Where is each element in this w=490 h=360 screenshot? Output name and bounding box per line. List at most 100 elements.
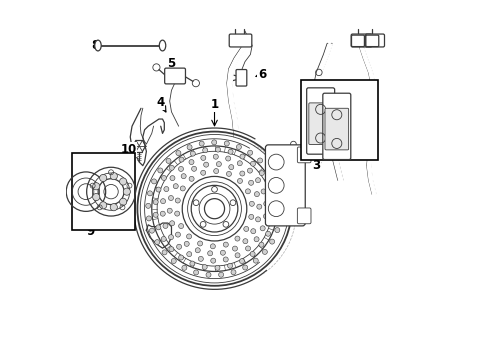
FancyBboxPatch shape <box>309 103 333 144</box>
Circle shape <box>278 203 283 208</box>
Circle shape <box>260 226 265 231</box>
Circle shape <box>255 178 261 183</box>
Circle shape <box>170 176 175 181</box>
Circle shape <box>189 176 194 181</box>
Circle shape <box>270 194 275 199</box>
Circle shape <box>215 265 220 270</box>
Circle shape <box>201 170 206 175</box>
Circle shape <box>202 265 207 270</box>
Circle shape <box>237 161 243 166</box>
Circle shape <box>231 270 236 275</box>
Circle shape <box>163 224 168 229</box>
Circle shape <box>178 255 184 260</box>
Circle shape <box>256 217 261 222</box>
Circle shape <box>173 184 178 189</box>
Bar <box>72 153 135 230</box>
Circle shape <box>275 228 280 233</box>
Text: 5: 5 <box>168 57 175 70</box>
Circle shape <box>201 156 206 161</box>
Circle shape <box>178 224 184 229</box>
Circle shape <box>219 272 223 277</box>
Circle shape <box>175 232 180 237</box>
Circle shape <box>257 204 262 209</box>
Circle shape <box>204 162 209 167</box>
Circle shape <box>120 178 127 185</box>
FancyBboxPatch shape <box>351 35 365 46</box>
Circle shape <box>192 166 196 171</box>
Circle shape <box>247 150 253 155</box>
Ellipse shape <box>159 40 166 51</box>
Ellipse shape <box>95 40 101 51</box>
Circle shape <box>244 226 249 231</box>
Circle shape <box>176 244 182 249</box>
Circle shape <box>226 156 231 161</box>
FancyBboxPatch shape <box>297 208 311 224</box>
Circle shape <box>238 179 243 184</box>
Circle shape <box>269 201 284 217</box>
Circle shape <box>210 244 216 249</box>
Circle shape <box>147 216 151 221</box>
Circle shape <box>99 202 107 209</box>
Circle shape <box>269 177 284 193</box>
Text: 7: 7 <box>345 93 353 106</box>
Text: 4: 4 <box>157 96 165 109</box>
Circle shape <box>174 211 180 216</box>
Circle shape <box>212 140 217 145</box>
Circle shape <box>190 151 196 156</box>
Circle shape <box>187 145 192 150</box>
Circle shape <box>245 246 250 251</box>
Circle shape <box>269 154 284 170</box>
Circle shape <box>229 165 234 170</box>
Circle shape <box>223 257 228 262</box>
Circle shape <box>153 212 158 217</box>
Text: 9: 9 <box>86 225 94 238</box>
Circle shape <box>276 190 281 195</box>
Circle shape <box>228 149 233 154</box>
Text: 2: 2 <box>268 147 276 159</box>
Circle shape <box>271 206 276 211</box>
Text: 6: 6 <box>258 68 267 81</box>
Circle shape <box>251 229 256 234</box>
Circle shape <box>220 250 225 255</box>
Circle shape <box>208 251 213 256</box>
Circle shape <box>266 231 270 236</box>
Circle shape <box>264 214 269 219</box>
Circle shape <box>120 198 127 206</box>
Polygon shape <box>147 223 172 248</box>
Circle shape <box>169 195 173 201</box>
FancyBboxPatch shape <box>351 34 372 47</box>
Circle shape <box>266 181 271 186</box>
Circle shape <box>243 265 247 270</box>
Circle shape <box>169 235 173 240</box>
Circle shape <box>166 158 171 163</box>
Circle shape <box>253 258 258 263</box>
FancyBboxPatch shape <box>366 34 385 47</box>
Circle shape <box>93 183 100 190</box>
Circle shape <box>187 234 192 239</box>
FancyBboxPatch shape <box>323 93 351 159</box>
Circle shape <box>216 147 220 152</box>
Circle shape <box>240 171 245 176</box>
FancyBboxPatch shape <box>297 147 311 163</box>
Circle shape <box>161 175 167 180</box>
Circle shape <box>259 242 264 247</box>
Text: 10: 10 <box>121 143 137 156</box>
Circle shape <box>240 258 245 264</box>
Circle shape <box>153 199 158 204</box>
Circle shape <box>155 240 160 245</box>
Circle shape <box>93 193 100 201</box>
Circle shape <box>184 241 189 246</box>
Circle shape <box>270 219 275 224</box>
FancyBboxPatch shape <box>236 69 247 86</box>
FancyBboxPatch shape <box>229 34 252 47</box>
Circle shape <box>240 154 245 159</box>
FancyBboxPatch shape <box>325 108 349 150</box>
Circle shape <box>214 168 219 174</box>
Text: 1: 1 <box>211 98 219 111</box>
Circle shape <box>227 263 233 268</box>
Circle shape <box>194 270 198 275</box>
Circle shape <box>199 141 204 146</box>
Circle shape <box>249 214 254 219</box>
Circle shape <box>235 253 240 258</box>
Circle shape <box>195 248 200 253</box>
